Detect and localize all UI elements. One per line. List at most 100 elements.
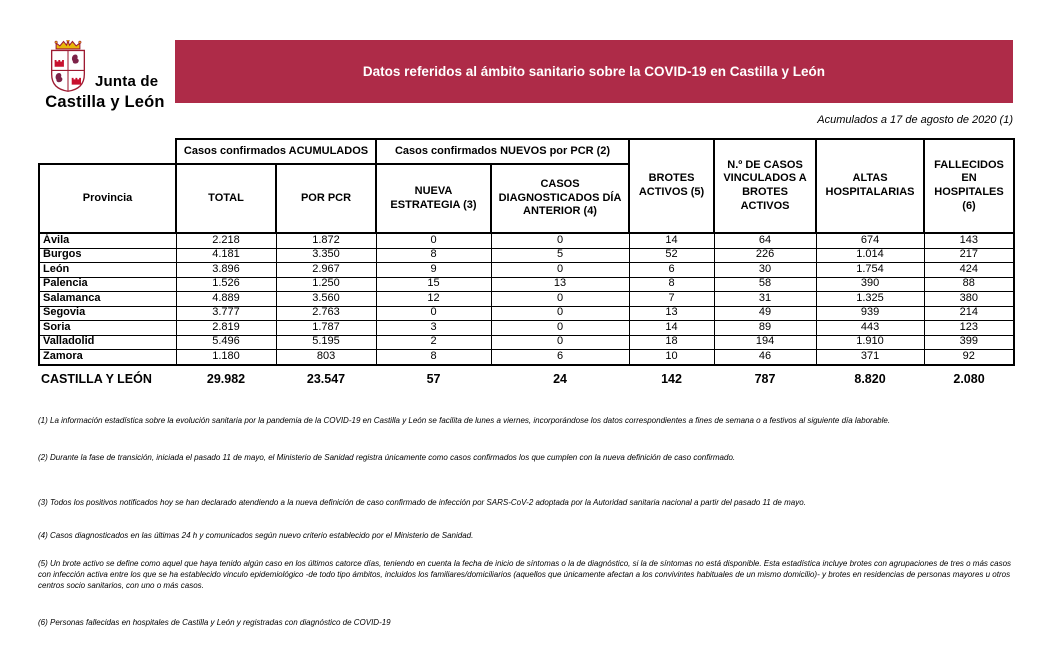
table-row: Valladolid 5.496 5.195 2 0 18 194 1.910 399 — [38, 334, 1016, 350]
value-cell: 123 — [923, 320, 1016, 336]
value-cell: 424 — [923, 262, 1016, 278]
value-cell: 1.872 — [275, 232, 377, 249]
value-cell: 5.496 — [175, 334, 277, 350]
value-cell: 8 — [375, 247, 492, 263]
col-header-fallecidos: FALLECIDOS EN HOSPITALES (6) — [923, 138, 1016, 234]
table-row: Zamora 1.180 803 8 6 10 46 371 92 — [38, 349, 1016, 366]
value-cell: 89 — [713, 320, 817, 336]
value-cell: 217 — [923, 247, 1016, 263]
value-cell: 52 — [628, 247, 715, 263]
date-note: Acumulados a 17 de agosto de 2020 (1) — [817, 114, 1013, 126]
value-cell: 58 — [713, 276, 817, 292]
table-row: Palencia 1.526 1.250 15 13 8 58 390 88 — [38, 276, 1016, 292]
footnote-5: (5) Un brote activo se define como aquel… — [38, 559, 1012, 590]
value-cell: 3.350 — [275, 247, 377, 263]
value-cell: 0 — [375, 232, 492, 249]
value-cell: 6 — [628, 262, 715, 278]
value-cell: 5 — [490, 247, 630, 263]
value-cell: 380 — [923, 291, 1016, 307]
province-cell: Soria — [38, 320, 177, 336]
total-value-cell: 787 — [754, 371, 776, 386]
value-cell: 1.325 — [815, 291, 925, 307]
total-value-cell: 23.547 — [306, 371, 346, 386]
logo-top: Junta de — [34, 40, 176, 92]
value-cell: 1.250 — [275, 276, 377, 292]
value-cell: 2 — [375, 334, 492, 350]
table-total: CASTILLA Y LEÓN 29.982 23.547 57 24 142 787 8.8… — [39, 365, 1014, 386]
value-cell: 1.787 — [275, 320, 377, 336]
table-row: Salamanca 4.889 3.560 12 0 7 31 1.325 380 — [38, 291, 1016, 307]
value-cell: 6 — [490, 349, 630, 366]
value-cell: 2.967 — [275, 262, 377, 278]
province-cell: Ávila — [38, 232, 177, 249]
footnote-1: (1) La información estadística sobre la … — [38, 416, 891, 425]
corner-cell — [39, 139, 176, 164]
province-cell: Burgos — [38, 247, 177, 263]
value-cell: 46 — [713, 349, 817, 366]
value-cell: 0 — [490, 305, 630, 321]
value-cell: 31 — [713, 291, 817, 307]
table-header: Casos confirmados ACUMULADOS Casos confi… — [38, 138, 1016, 234]
footnote-2: (2) Durante la fase de transición, inici… — [38, 452, 736, 462]
total-label-cell: CASTILLA Y LEÓN — [41, 371, 152, 386]
province-cell: León — [38, 262, 177, 278]
value-cell: 194 — [713, 334, 817, 350]
value-cell: 12 — [375, 291, 492, 307]
value-cell: 3.896 — [175, 262, 277, 278]
value-cell: 226 — [713, 247, 817, 263]
value-cell: 30 — [713, 262, 817, 278]
total-value-cell: 57 — [426, 371, 441, 386]
province-cell: Valladolid — [38, 334, 177, 350]
footnote-6: (6) Personas fallecidas en hospitales de… — [38, 617, 391, 627]
value-cell: 10 — [628, 349, 715, 366]
footnote-4: (4) Casos diagnosticados en las últimas … — [38, 531, 474, 541]
value-cell: 4.889 — [175, 291, 277, 307]
value-cell: 0 — [490, 334, 630, 350]
table-row: Ávila 2.218 1.872 0 0 14 64 674 143 — [38, 232, 1016, 249]
value-cell: 214 — [923, 305, 1016, 321]
value-cell: 4.181 — [175, 247, 277, 263]
value-cell: 371 — [815, 349, 925, 366]
footnote-3: (3) Todos los positivos notificados hoy … — [38, 497, 806, 507]
table-row: Burgos 4.181 3.350 8 5 52 226 1.014 217 — [38, 247, 1016, 263]
title-banner: Datos referidos al ámbito sanitario sobr… — [175, 40, 1013, 103]
value-cell: 3.560 — [275, 291, 377, 307]
col-header-nueva-estrategia: NUEVA ESTRATEGIA (3) — [375, 163, 493, 234]
total-value-cell: 8.820 — [854, 371, 886, 386]
value-cell: 1.754 — [815, 262, 925, 278]
col-header-altas-hospitalarias: ALTAS HOSPITALARIAS — [815, 138, 926, 234]
value-cell: 18 — [628, 334, 715, 350]
value-cell: 3 — [375, 320, 492, 336]
col-header-total: TOTAL — [175, 163, 277, 234]
value-cell: 13 — [490, 276, 630, 292]
value-cell: 0 — [375, 305, 492, 321]
value-cell: 390 — [815, 276, 925, 292]
province-cell: Salamanca — [38, 291, 177, 307]
value-cell: 0 — [490, 320, 630, 336]
value-cell: 1.180 — [175, 349, 277, 366]
page-title: Datos referidos al ámbito sanitario sobr… — [362, 64, 826, 79]
value-cell: 2.218 — [175, 232, 277, 249]
value-cell: 1.910 — [815, 334, 925, 350]
value-cell: 2.819 — [175, 320, 277, 336]
logo-text-line1: Junta de — [95, 73, 159, 90]
total-value-cell: 2.080 — [953, 371, 985, 386]
table-row: Soria 2.819 1.787 3 0 14 89 443 123 — [38, 320, 1016, 336]
junta-coat-of-arms-icon — [50, 40, 86, 92]
value-cell: 1.526 — [175, 276, 277, 292]
group-header-nuevos: Casos confirmados NUEVOS por PCR (2) — [375, 138, 631, 165]
value-cell: 0 — [490, 262, 630, 278]
total-value-cell: 142 — [661, 371, 682, 386]
value-cell: 13 — [628, 305, 715, 321]
col-header-brotes-activos: BROTES ACTIVOS (5) — [628, 138, 716, 234]
col-header-provincia: Provincia — [38, 163, 177, 234]
table-body: Ávila 2.218 1.872 0 0 14 64 674 143 Burgos 4.181 3.… — [38, 232, 1016, 366]
province-cell: Zamora — [38, 349, 177, 366]
total-value-cell: 24 — [553, 371, 567, 386]
value-cell: 803 — [275, 349, 377, 366]
value-cell: 939 — [815, 305, 925, 321]
value-cell: 1.014 — [815, 247, 925, 263]
total-row: CASTILLA Y LEÓN 29.982 23.547 57 24 142 787 8.8… — [39, 365, 1014, 386]
col-header-casos-vinculados: N.º DE CASOS VINCULADOS A BROTES ACTIVOS — [713, 138, 818, 234]
value-cell: 15 — [375, 276, 492, 292]
